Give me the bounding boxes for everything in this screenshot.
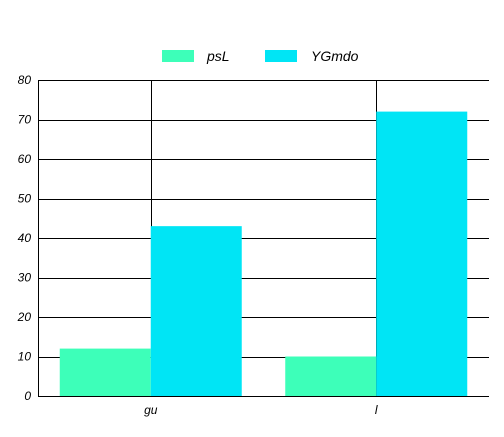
x-tick-label: gu xyxy=(144,403,158,417)
y-tick-label: 50 xyxy=(18,192,32,206)
legend-label-psL: psL xyxy=(206,48,230,64)
y-tick-label: 80 xyxy=(18,73,32,87)
y-tick-label: 0 xyxy=(24,389,31,403)
bar-YGmdo-gu xyxy=(150,226,242,396)
legend: psL YGmdo xyxy=(162,48,359,64)
legend-swatch-psL xyxy=(162,50,194,62)
y-tick-label: 30 xyxy=(18,271,32,285)
x-tick-label: l xyxy=(375,403,378,417)
axes xyxy=(38,80,489,397)
legend-swatch-YGmdo xyxy=(265,50,297,62)
y-tick-label: 40 xyxy=(18,231,32,245)
bar-psL-gu xyxy=(59,348,151,396)
y-tick-label: 70 xyxy=(18,113,32,127)
y-tick-label: 20 xyxy=(17,310,32,324)
legend-label-YGmdo: YGmdo xyxy=(311,48,359,64)
x-tick-labels: gu l xyxy=(144,403,378,417)
bars xyxy=(59,111,468,396)
y-tick-labels: 0 10 20 30 40 50 60 70 80 xyxy=(17,73,32,403)
y-tick-label: 10 xyxy=(18,350,32,364)
y-tick-label: 60 xyxy=(18,152,32,166)
bar-psL-l xyxy=(285,356,377,396)
bar-YGmdo-l xyxy=(376,111,468,396)
